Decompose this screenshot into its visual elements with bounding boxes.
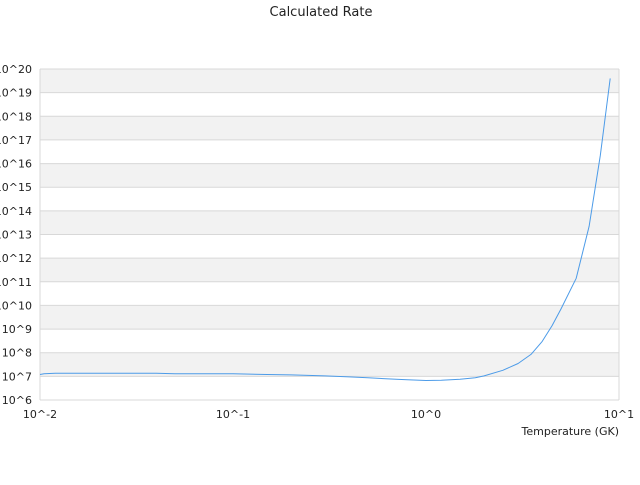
y-tick-label: 10^14 — [0, 205, 32, 218]
y-axis-ticks: 10^6 10^7 10^8 10^9 10^10 10^11 10^12 10^13 10^1… — [0, 63, 32, 407]
grid-band — [40, 234, 619, 259]
grid-lines — [39, 68, 620, 401]
y-tick-label: 10^7 — [2, 370, 32, 383]
series-line — [39, 78, 611, 381]
series-group — [39, 78, 611, 381]
y-tick-label: 10^16 — [0, 158, 32, 171]
y-tick-label: 10^19 — [0, 87, 32, 100]
y-tick-label: 10^18 — [0, 110, 32, 123]
y-tick-label: 10^13 — [0, 229, 32, 242]
y-tick-label: 10^11 — [0, 276, 32, 289]
y-tick-label: 10^20 — [0, 63, 32, 76]
grid-band — [40, 210, 619, 235]
grid-bands — [40, 69, 619, 400]
y-tick-label: 10^15 — [0, 181, 32, 194]
grid-band — [40, 187, 619, 211]
x-tick-label: 10^-2 — [23, 408, 57, 421]
y-tick-label: 10^8 — [2, 347, 32, 360]
y-tick-label: 10^10 — [0, 299, 32, 312]
x-axis-label: Temperature (GK) — [521, 425, 620, 438]
y-tick-label: 10^17 — [0, 134, 32, 147]
y-tick-label: 10^9 — [2, 323, 32, 336]
chart-title: Calculated Rate — [270, 5, 373, 20]
grid-band — [40, 329, 619, 353]
grid-band — [40, 258, 619, 282]
grid-band — [40, 92, 619, 117]
grid-band — [40, 116, 619, 140]
grid-band — [40, 305, 619, 330]
x-tick-label: 10^0 — [411, 408, 441, 421]
y-tick-label: 10^12 — [0, 252, 32, 265]
x-tick-label: 10^1 — [604, 408, 634, 421]
grid-band — [40, 139, 619, 164]
y-tick-label: 10^6 — [2, 394, 32, 407]
x-axis-ticks: 10^-2 10^-1 10^0 10^1 — [23, 408, 634, 421]
x-tick-label: 10^-1 — [216, 408, 250, 421]
grid-band — [40, 376, 619, 400]
grid-band — [40, 281, 619, 306]
grid-band — [40, 163, 619, 188]
grid-band — [40, 69, 619, 93]
grid-band — [40, 352, 619, 377]
